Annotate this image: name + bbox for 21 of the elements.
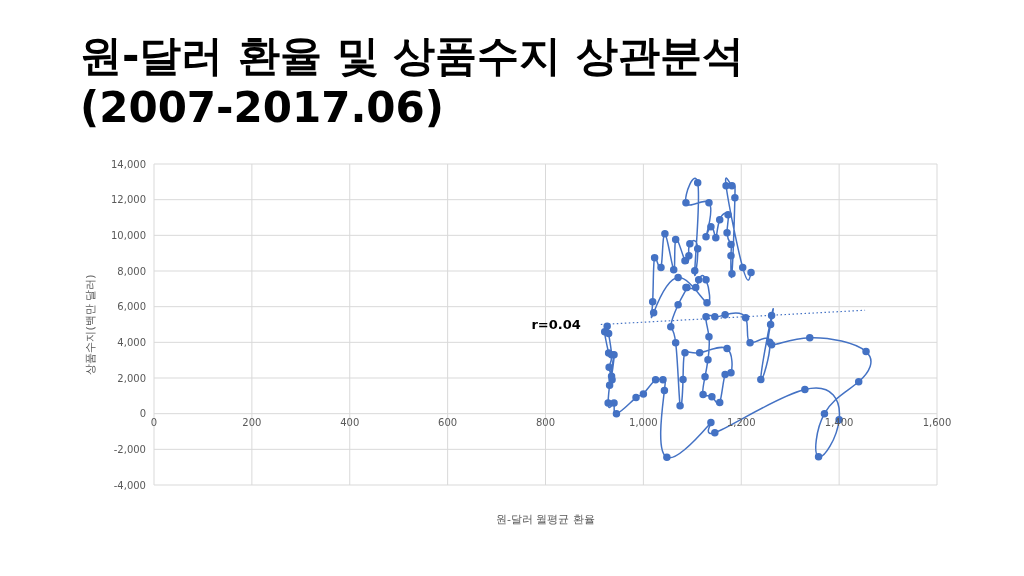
x-tick-label: 600 [438, 416, 458, 428]
x-tick-label: 800 [535, 416, 556, 428]
chart-title: 원-달러 환율 및 상품수지 상관분석 (2007-2017.06) [80, 30, 744, 134]
x-tick-label: 1,600 [922, 416, 952, 428]
y-tick-label: 6,000 [117, 301, 146, 313]
y-tick-label: 2,000 [117, 372, 146, 384]
y-tick-label: -4,000 [113, 479, 146, 491]
x-tick-label: 0 [150, 416, 158, 428]
x-tick-label: 400 [340, 416, 360, 428]
x-axis-title: 원-달러 월평균 환율 [496, 513, 595, 526]
x-tick-label: 200 [242, 416, 262, 428]
y-tick-label: 14,000 [111, 158, 146, 170]
y-tick-label: 8,000 [117, 265, 146, 277]
y-tick-label: -2,000 [113, 443, 146, 455]
y-tick-label: 4,000 [117, 336, 146, 348]
y-tick-label: 0 [139, 408, 146, 420]
y-tick-label: 10,000 [111, 229, 146, 241]
y-tick-label: 12,000 [111, 194, 146, 206]
annotation: r=0.04 [531, 317, 581, 333]
x-tick-label: 1,000 [629, 416, 658, 428]
y-axis-title: 상품수지(백만 달러) [83, 274, 97, 375]
